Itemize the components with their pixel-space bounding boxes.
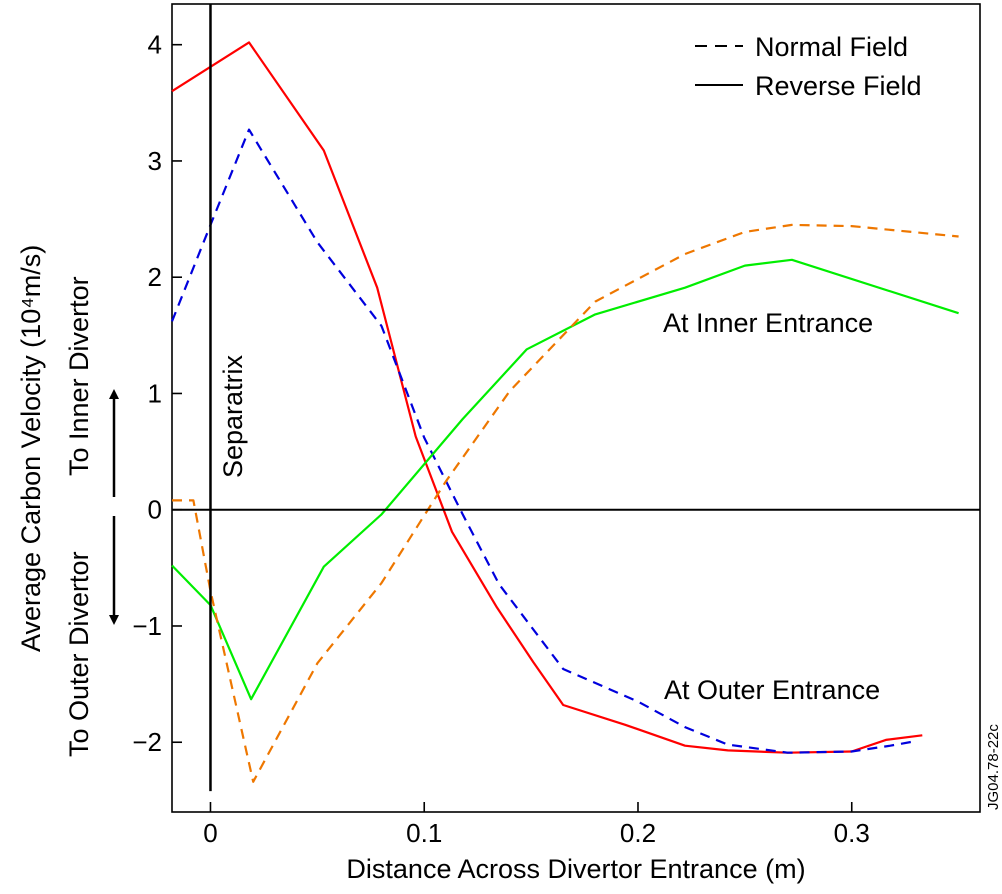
x-tick-label: 0.2	[620, 818, 656, 848]
separatrix-label: Separatrix	[218, 354, 248, 478]
y-tick-label: 4	[148, 30, 162, 60]
outer-entrance-label: At Outer Entrance	[664, 675, 880, 705]
series-line-2	[171, 258, 959, 701]
x-tick-label: 0.3	[834, 818, 870, 848]
legend-label-reverse: Reverse Field	[755, 71, 922, 101]
legend: Normal Field Reverse Field	[695, 32, 922, 101]
ticks-layer: −2 −1 0 1 2 3 4 0 0.1 0.2 0.3	[132, 30, 869, 848]
inner-entrance-label: At Inner Entrance	[663, 308, 873, 338]
x-tick-label: 0	[203, 818, 217, 848]
to-outer-label: To Outer Divertor	[64, 551, 94, 757]
y-tick-label: −1	[132, 611, 162, 641]
y-tick-label: 3	[148, 146, 162, 176]
series-line-3	[172, 223, 959, 783]
to-inner-label: To Inner Divertor	[64, 276, 94, 476]
y-axis-title: Average Carbon Velocity (10⁴m/s)	[16, 245, 46, 652]
y-tick-label: 2	[148, 262, 162, 292]
y-tick-label: 0	[148, 495, 162, 525]
reference-id: JG04.78-22c	[985, 724, 1002, 810]
series-layer	[170, 41, 959, 783]
plot-frame	[171, 3, 981, 813]
legend-label-normal: Normal Field	[755, 32, 908, 62]
x-axis-title: Distance Across Divertor Entrance (m)	[346, 854, 805, 884]
y-tick-label: 1	[148, 378, 162, 408]
series-line-1	[170, 128, 917, 754]
y-tick-label: −2	[132, 727, 162, 757]
x-tick-label: 0.1	[406, 818, 442, 848]
